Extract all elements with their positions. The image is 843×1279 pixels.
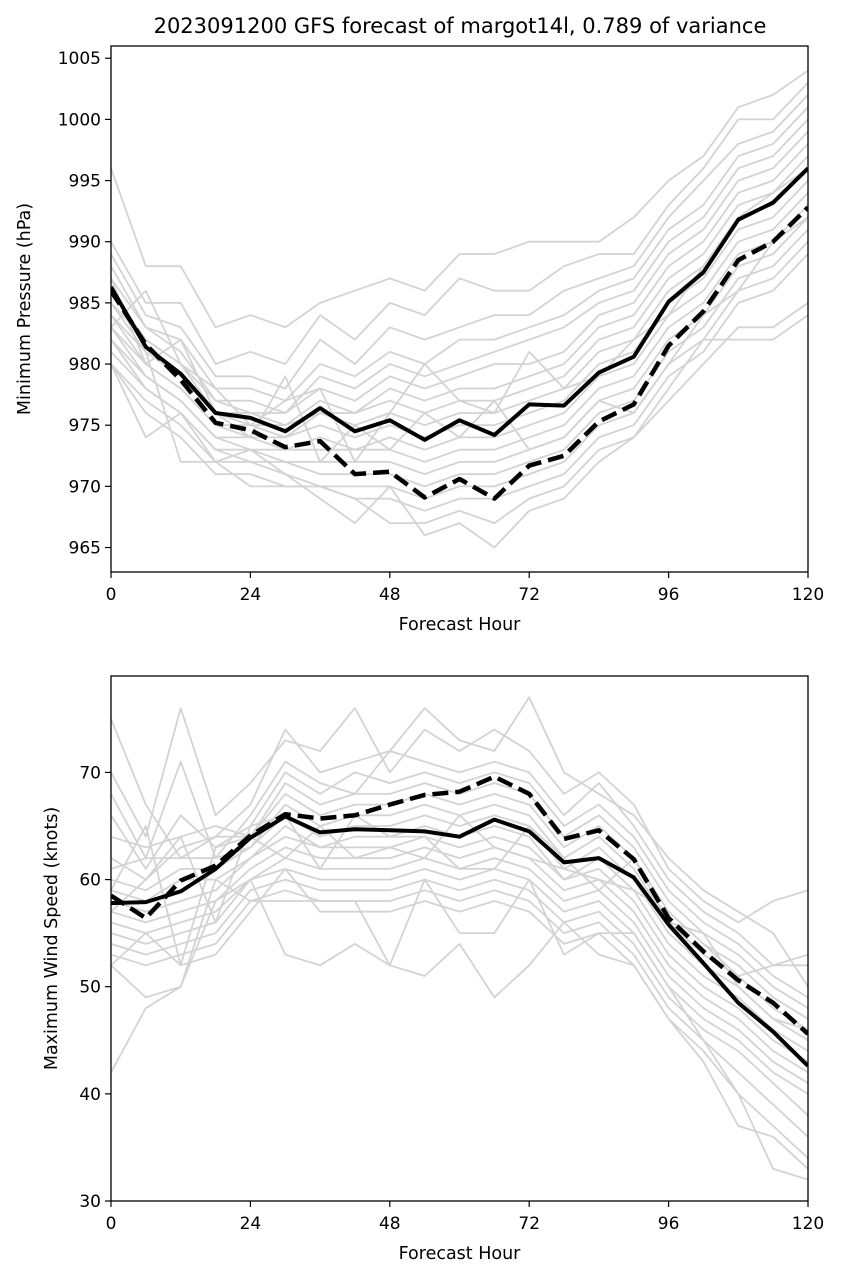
pressure-member-line-3 xyxy=(111,94,808,390)
wind-member-line-8 xyxy=(111,814,808,1042)
pressure-x-tick-label: 24 xyxy=(240,585,262,605)
wind-member-line-6 xyxy=(111,793,808,1020)
wind-x-axis-label: Forecast Hour xyxy=(399,1244,522,1264)
wind-x-tick-label: 72 xyxy=(518,1214,540,1234)
wind-x-tick-label: 96 xyxy=(658,1214,680,1234)
pressure-member-line-2 xyxy=(111,82,808,365)
pressure-member-line-1 xyxy=(111,69,808,329)
wind-member-line-13 xyxy=(111,868,808,1095)
pressure-y-tick-label: 980 xyxy=(69,355,101,375)
pressure-member-line-18 xyxy=(111,302,808,549)
pressure-x-tick-label: 120 xyxy=(792,585,824,605)
pressure-y-tick-label: 965 xyxy=(69,539,101,559)
wind-member-line-12 xyxy=(111,857,808,1084)
pressure-x-tick-label: 96 xyxy=(658,585,680,605)
pressure-dashed-line xyxy=(111,205,808,501)
wind-member-line-4 xyxy=(111,771,808,999)
wind-y-tick-label: 60 xyxy=(79,871,101,891)
wind-member-line-10 xyxy=(111,835,808,1063)
wind-panel: 0 24 48 72 96 120 30 40 50 60 70 Forecast Hour Max… xyxy=(42,675,824,1264)
wind-x-tick-label: 48 xyxy=(379,1214,401,1234)
pressure-y-tick-label: 985 xyxy=(69,294,101,314)
wind-dashed-line xyxy=(111,774,808,1036)
pressure-x-tick-label: 0 xyxy=(106,585,117,605)
wind-member-line-18 xyxy=(111,878,808,1181)
pressure-mean-line xyxy=(111,166,808,442)
pressure-member-line-15 xyxy=(111,241,808,500)
pressure-member-line-12 xyxy=(111,204,808,463)
pressure-y-tick-label: 975 xyxy=(69,416,101,436)
wind-member-line-2 xyxy=(111,707,808,924)
pressure-y-tick-label: 1000 xyxy=(58,110,101,130)
pressure-y-tick-label: 990 xyxy=(69,233,101,253)
wind-member-line-14 xyxy=(111,878,808,1116)
pressure-axes-frame xyxy=(110,45,809,573)
pressure-member-line-9 xyxy=(111,167,808,439)
wind-y-tick-label: 40 xyxy=(79,1085,101,1105)
wind-x-tick-label: 24 xyxy=(240,1214,262,1234)
wind-member-line-15 xyxy=(111,889,808,1138)
pressure-member-line-10 xyxy=(111,179,808,439)
pressure-member-line-7 xyxy=(111,143,808,427)
pressure-y-axis-label: Minimum Pressure (hPa) xyxy=(15,203,35,415)
pressure-x-tick-label: 48 xyxy=(379,585,401,605)
wind-y-tick-label: 70 xyxy=(79,763,101,783)
wind-x-tick-label: 120 xyxy=(792,1214,824,1234)
pressure-member-line-6 xyxy=(111,130,808,414)
pressure-x-tick-label: 72 xyxy=(518,585,540,605)
pressure-member-line-13 xyxy=(111,216,808,476)
wind-member-line-9 xyxy=(111,825,808,1052)
pressure-y-tick-label: 995 xyxy=(69,172,101,192)
wind-y-tick-label: 30 xyxy=(79,1192,101,1212)
wind-member-line-16 xyxy=(111,868,808,1159)
pressure-member-line-20 xyxy=(111,216,808,463)
pressure-y-tick-label: 970 xyxy=(69,477,101,497)
figure-title: 2023091200 GFS forecast of margot14l, 0.… xyxy=(154,14,767,38)
wind-member-line-1 xyxy=(111,696,808,988)
wind-axes-frame xyxy=(110,675,809,1202)
pressure-x-axis-label: Forecast Hour xyxy=(399,615,522,635)
pressure-y-tick-label: 1005 xyxy=(58,49,101,69)
pressure-panel: 0 24 48 72 96 120 965 970 975 980 985 990 995 1000 100… xyxy=(15,45,824,635)
wind-y-axis-label: Maximum Wind Speed (knots) xyxy=(42,807,62,1070)
wind-y-tick-label: 50 xyxy=(79,978,101,998)
wind-x-tick-label: 0 xyxy=(106,1214,117,1234)
wind-member-line-17 xyxy=(111,878,808,1170)
pressure-member-line-4 xyxy=(111,106,808,402)
wind-member-line-19 xyxy=(111,814,808,977)
wind-member-line-5 xyxy=(111,782,808,1009)
pressure-member-line-17 xyxy=(111,314,808,524)
pressure-member-line-16 xyxy=(111,253,808,512)
wind-member-line-20 xyxy=(111,814,808,1031)
pressure-member-line-14 xyxy=(111,228,808,488)
